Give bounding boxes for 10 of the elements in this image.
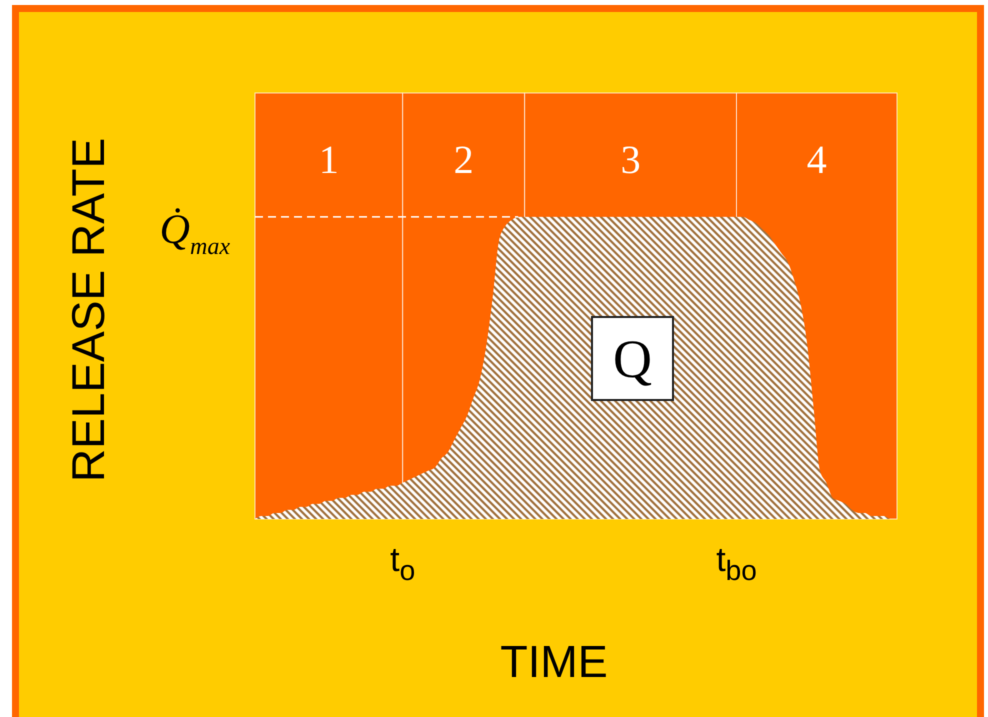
x-tick-label: t$_{o}$ bbox=[390, 541, 416, 586]
text: 3 bbox=[620, 137, 641, 182]
x-tick-label: t$_{bo}$ bbox=[716, 541, 757, 586]
x-axis-title: TIME bbox=[500, 636, 608, 687]
text: 1 bbox=[318, 137, 339, 182]
ref-line-label: Q̇$_{max}$ bbox=[160, 206, 230, 260]
text: 4 bbox=[806, 137, 827, 182]
y-axis-title: RELEASE RATE bbox=[62, 138, 114, 482]
text: 2 bbox=[454, 137, 474, 182]
annotation: Q bbox=[612, 328, 652, 389]
